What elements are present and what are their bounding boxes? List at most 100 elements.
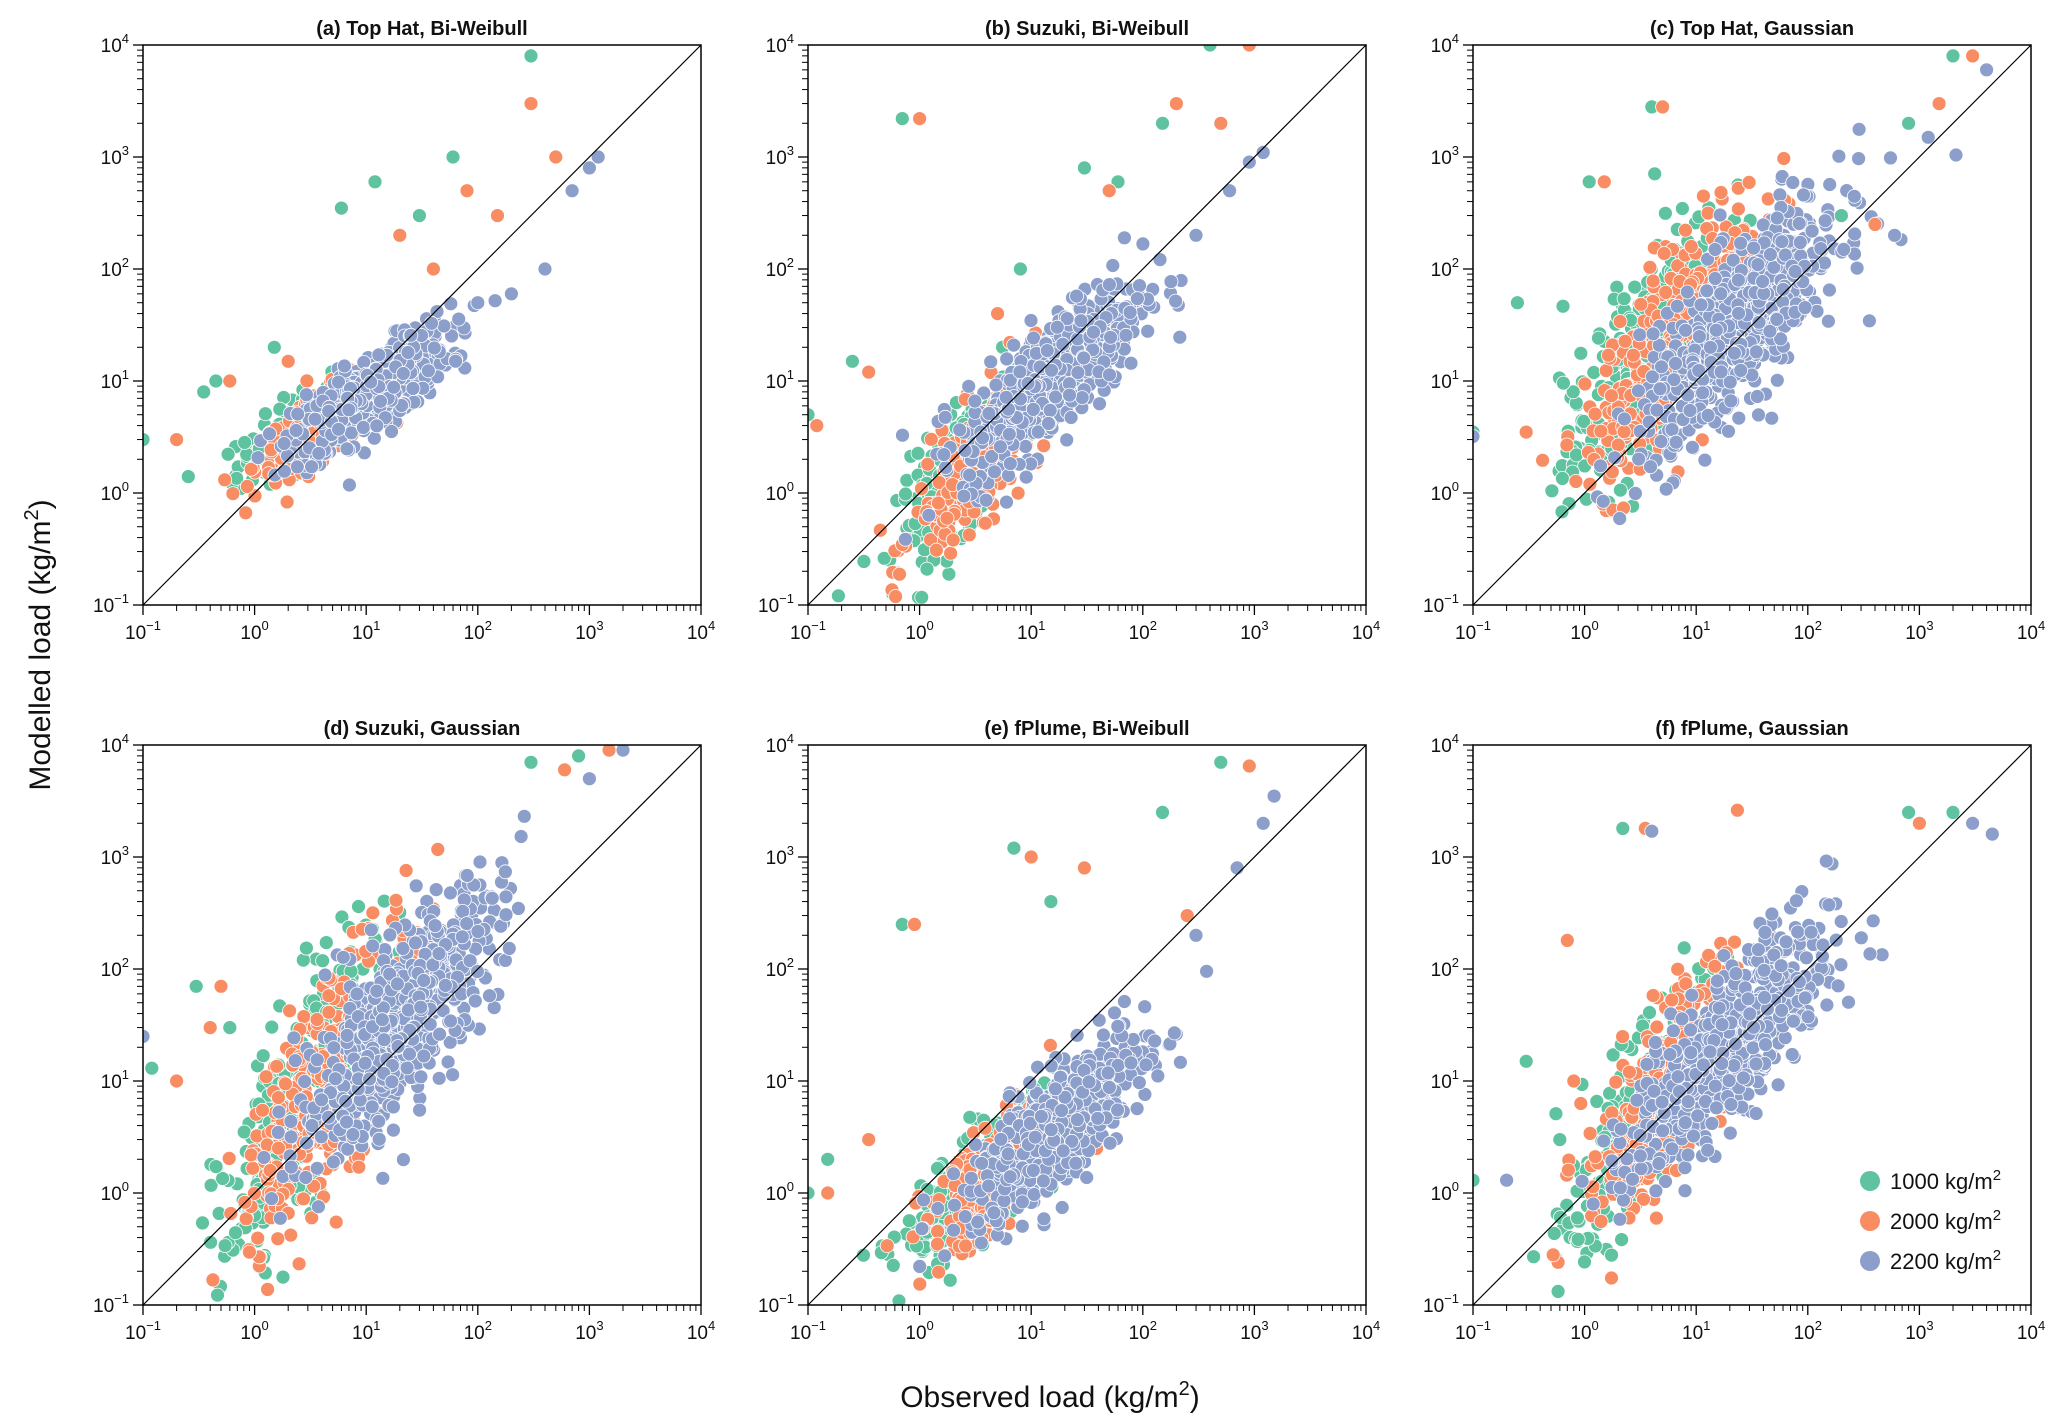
data-point: [299, 373, 315, 389]
data-point: [1785, 175, 1801, 190]
data-point: [861, 364, 877, 380]
data-point: [445, 1067, 461, 1083]
data-point: [1668, 434, 1684, 450]
data-point: [413, 1069, 429, 1085]
data-point: [487, 293, 503, 309]
data-point: [1727, 345, 1742, 361]
data-point: [309, 1012, 325, 1027]
data-point: [1751, 314, 1767, 330]
data-point: [241, 1244, 257, 1260]
data-point: [290, 406, 306, 422]
data-point: [363, 374, 379, 390]
plot-frame: [142, 44, 702, 606]
data-point: [1764, 410, 1780, 426]
data-point: [1680, 387, 1696, 403]
data-point: [451, 311, 467, 327]
data-point: [287, 1053, 303, 1068]
data-point: [210, 1287, 225, 1303]
data-point: [1130, 291, 1145, 307]
data-point: [467, 993, 483, 1009]
data-point: [339, 1028, 355, 1043]
data-point: [270, 1231, 286, 1247]
scatter-points: [143, 48, 606, 521]
data-point: [437, 978, 453, 993]
data-point: [1074, 390, 1090, 406]
data-point: [1653, 434, 1669, 449]
data-point: [876, 550, 892, 566]
x-tick-label: 101: [1682, 618, 1710, 644]
data-point: [1797, 300, 1813, 316]
data-point: [1769, 311, 1785, 327]
data-point: [845, 353, 860, 369]
data-point: [1965, 48, 1980, 64]
data-point: [309, 1160, 325, 1176]
data-point: [1044, 362, 1059, 378]
data-point: [1062, 387, 1077, 403]
data-point: [143, 432, 151, 447]
data-point: [1616, 424, 1632, 440]
data-point: [808, 407, 816, 423]
data-point: [943, 545, 958, 561]
data-point: [1713, 286, 1729, 302]
data-point: [328, 1214, 344, 1230]
data-point: [1556, 375, 1571, 391]
data-point: [1883, 150, 1898, 166]
data-point: [1751, 407, 1766, 423]
data-point: [1948, 147, 1964, 163]
data-point: [1002, 372, 1018, 388]
data-point: [309, 1052, 325, 1068]
data-point: [310, 1199, 326, 1215]
data-point: [957, 443, 973, 458]
x-tick-label: 10−1: [790, 618, 826, 644]
data-point: [1568, 473, 1584, 489]
data-point: [276, 463, 292, 479]
data-point: [1679, 284, 1695, 300]
data-point: [375, 1170, 391, 1186]
data-point: [255, 1048, 271, 1064]
data-point: [1001, 426, 1017, 442]
data-point: [384, 424, 399, 439]
data-point: [498, 907, 514, 923]
data-point: [371, 1131, 387, 1147]
data-point: [271, 1104, 287, 1120]
data-point: [1582, 476, 1598, 492]
data-point: [999, 351, 1015, 367]
data-point: [937, 409, 953, 425]
data-point: [286, 1030, 302, 1046]
data-point: [373, 393, 388, 409]
data-point: [1654, 359, 1669, 375]
data-point: [208, 1159, 224, 1174]
y-tick-label: 10−1: [93, 591, 129, 617]
data-point: [339, 1114, 355, 1130]
data-point: [223, 1206, 239, 1221]
data-point: [1669, 298, 1685, 314]
data-point: [1796, 187, 1811, 203]
data-point: [1092, 396, 1107, 412]
data-point: [1769, 372, 1785, 388]
data-point: [1731, 410, 1747, 426]
data-point: [912, 111, 927, 126]
data-point: [398, 863, 414, 878]
data-point: [395, 941, 411, 956]
data-point: [1573, 345, 1589, 361]
data-point: [321, 403, 337, 419]
data-point: [283, 1159, 299, 1175]
data-point: [1642, 259, 1658, 275]
data-point: [1581, 174, 1597, 190]
data-point: [1013, 261, 1028, 277]
data-point: [1596, 174, 1612, 190]
y-tick-label: 102: [1431, 255, 1459, 281]
data-point: [169, 1073, 185, 1089]
data-point: [1652, 381, 1668, 397]
data-point: [809, 418, 825, 434]
data-point: [351, 899, 366, 914]
data-point: [1791, 216, 1807, 231]
data-point: [1628, 485, 1643, 501]
data-point: [1555, 470, 1570, 486]
y-tick-label: 103: [101, 143, 129, 169]
data-point: [431, 946, 447, 961]
panel-title: (d) Suzuki, Gaussian: [324, 718, 521, 740]
data-point: [217, 472, 233, 488]
data-point: [1792, 234, 1808, 250]
data-point: [1658, 284, 1674, 300]
